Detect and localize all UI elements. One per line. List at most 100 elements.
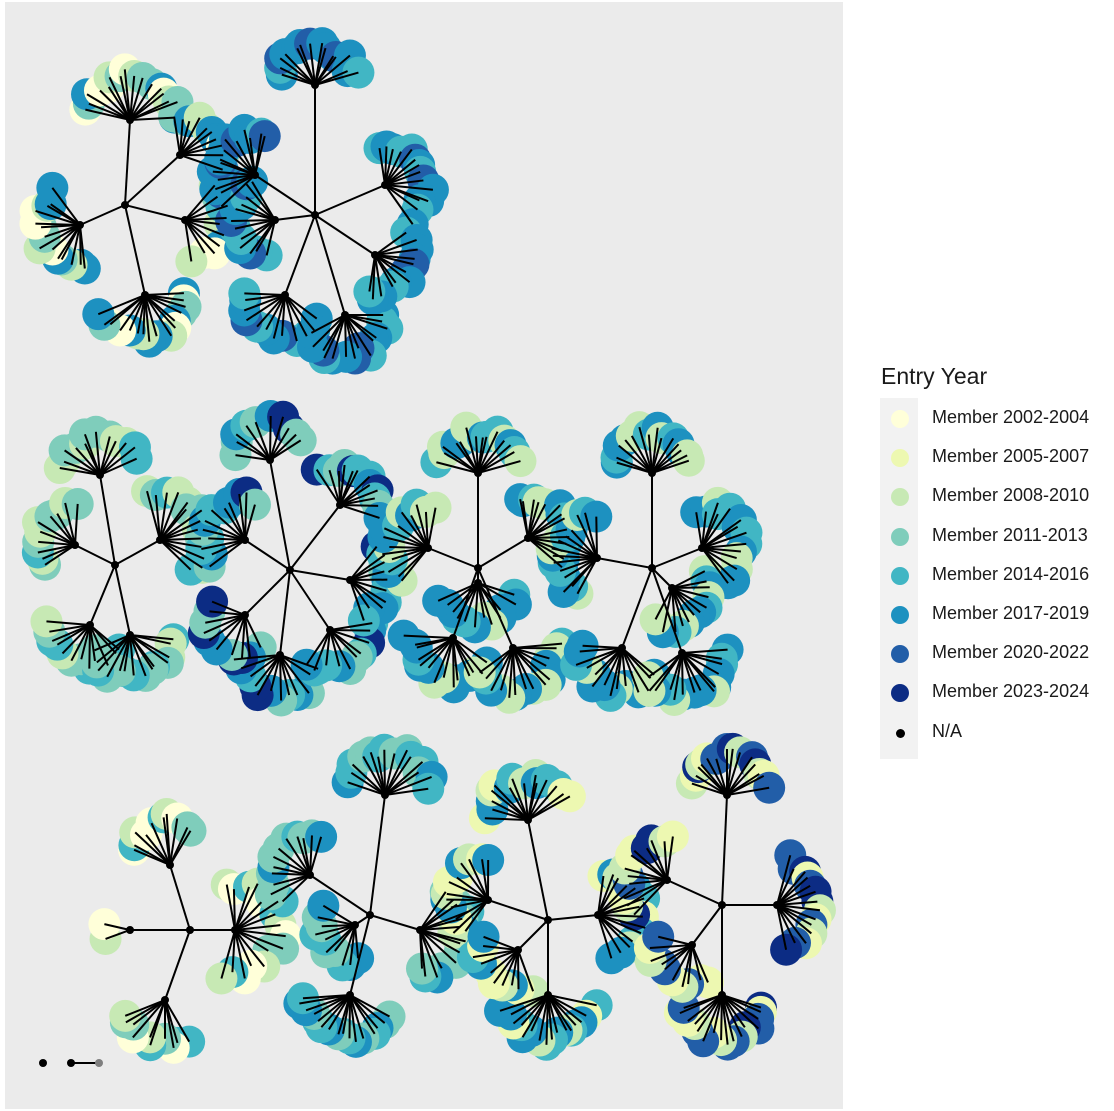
tree-edge (314, 184, 386, 216)
tree-edge (400, 511, 429, 549)
tree-edge (552, 554, 598, 559)
tree-edge (671, 587, 690, 623)
tree-edge (215, 614, 246, 651)
tree-edge (565, 535, 598, 559)
tree-edge (61, 624, 91, 655)
hub-node (663, 876, 671, 884)
tree-edge (701, 508, 731, 549)
tree-edge (265, 219, 276, 256)
tree-edge (681, 652, 684, 695)
hub-node (618, 644, 626, 652)
tree-edge (510, 949, 519, 986)
tree-edge (384, 184, 420, 202)
tree-edge (547, 914, 599, 921)
tree-edge (269, 459, 291, 571)
tree-edge (118, 634, 131, 672)
tree-edge (661, 587, 673, 633)
legend-item: Member 2005-2007 (880, 441, 1112, 480)
legend-item: Member 2020-2022 (880, 637, 1112, 676)
tree-edge (527, 504, 561, 539)
tree-edge (410, 514, 429, 549)
tree-edge (527, 503, 547, 539)
tree-edge (279, 654, 310, 694)
tree-edge (475, 436, 479, 474)
tree-edge (51, 224, 81, 251)
tree-edge (309, 835, 313, 876)
tree-edge (720, 994, 723, 1041)
tree-edge (701, 542, 747, 549)
tree-edge (389, 545, 429, 549)
tree-edge (691, 944, 702, 981)
tree-edge (273, 866, 311, 876)
tree-edge (691, 944, 709, 983)
tree-edge (701, 547, 738, 571)
tree-edge (726, 786, 770, 796)
tree-edge (499, 647, 514, 691)
tree-edge (144, 294, 151, 342)
tree-edge (472, 949, 519, 959)
hub-node (311, 81, 319, 89)
tree-edge (146, 490, 161, 541)
tree-edge (666, 879, 723, 906)
tree-edge (243, 294, 286, 312)
tree-edge (254, 174, 316, 216)
tree-edge (144, 294, 173, 337)
tree-edge (512, 647, 547, 686)
tree-edge (424, 511, 429, 549)
tree-edge (331, 314, 346, 359)
tree-edge (280, 294, 286, 336)
tree-edge (651, 437, 663, 474)
tree-edge (521, 501, 529, 539)
tree-edge (647, 434, 653, 474)
tree-edge (149, 999, 166, 1038)
tree-edge (64, 449, 101, 476)
tree-edge (721, 994, 762, 1013)
tree-edge (79, 224, 82, 265)
tree-edge (272, 855, 311, 876)
legend-key-swatch (891, 488, 909, 507)
tree-edge (603, 647, 623, 686)
legend-title: Entry Year (881, 363, 988, 389)
tree-edge (349, 994, 386, 1024)
isolated-node (39, 1059, 47, 1067)
tree-edge (129, 83, 153, 121)
tree-edge (487, 899, 549, 921)
tree-edge (99, 442, 127, 476)
tree-edge (695, 774, 728, 796)
tree-edge (129, 101, 178, 121)
tree-edge (527, 517, 566, 539)
tree-edge (129, 634, 135, 676)
tree-edge (384, 148, 413, 186)
legend-key-swatch (891, 410, 909, 428)
tree-edge (671, 944, 693, 981)
tree-edge (597, 914, 634, 943)
tree-edge (477, 582, 486, 618)
tree-edge (159, 508, 187, 541)
tree-edge (325, 924, 356, 954)
tree-edge (305, 629, 331, 666)
tree-edge (328, 469, 341, 506)
tree-edge (651, 567, 673, 589)
tree-edge (269, 416, 285, 461)
tree-edge (527, 528, 568, 539)
tree-edge (597, 877, 620, 916)
tree-edge (630, 435, 653, 474)
tree-edge (145, 834, 171, 866)
tree-edge (97, 634, 131, 672)
tree-edge (208, 614, 246, 642)
tree-edge (309, 874, 371, 916)
root-node (121, 201, 129, 209)
tree-edge (320, 994, 351, 1028)
tree-edge (184, 204, 228, 221)
tree-edge (479, 647, 514, 674)
tree-edge (776, 900, 818, 906)
tree-edge (184, 219, 220, 225)
tree-edge (671, 587, 695, 616)
tree-edge (89, 564, 116, 626)
root-node (186, 926, 194, 934)
tree-edge (776, 855, 792, 906)
tree-edge (477, 582, 515, 596)
tree-edge (202, 528, 246, 541)
legend-label: Member 2002-2004 (932, 407, 1090, 427)
tree-edge (349, 994, 365, 1039)
